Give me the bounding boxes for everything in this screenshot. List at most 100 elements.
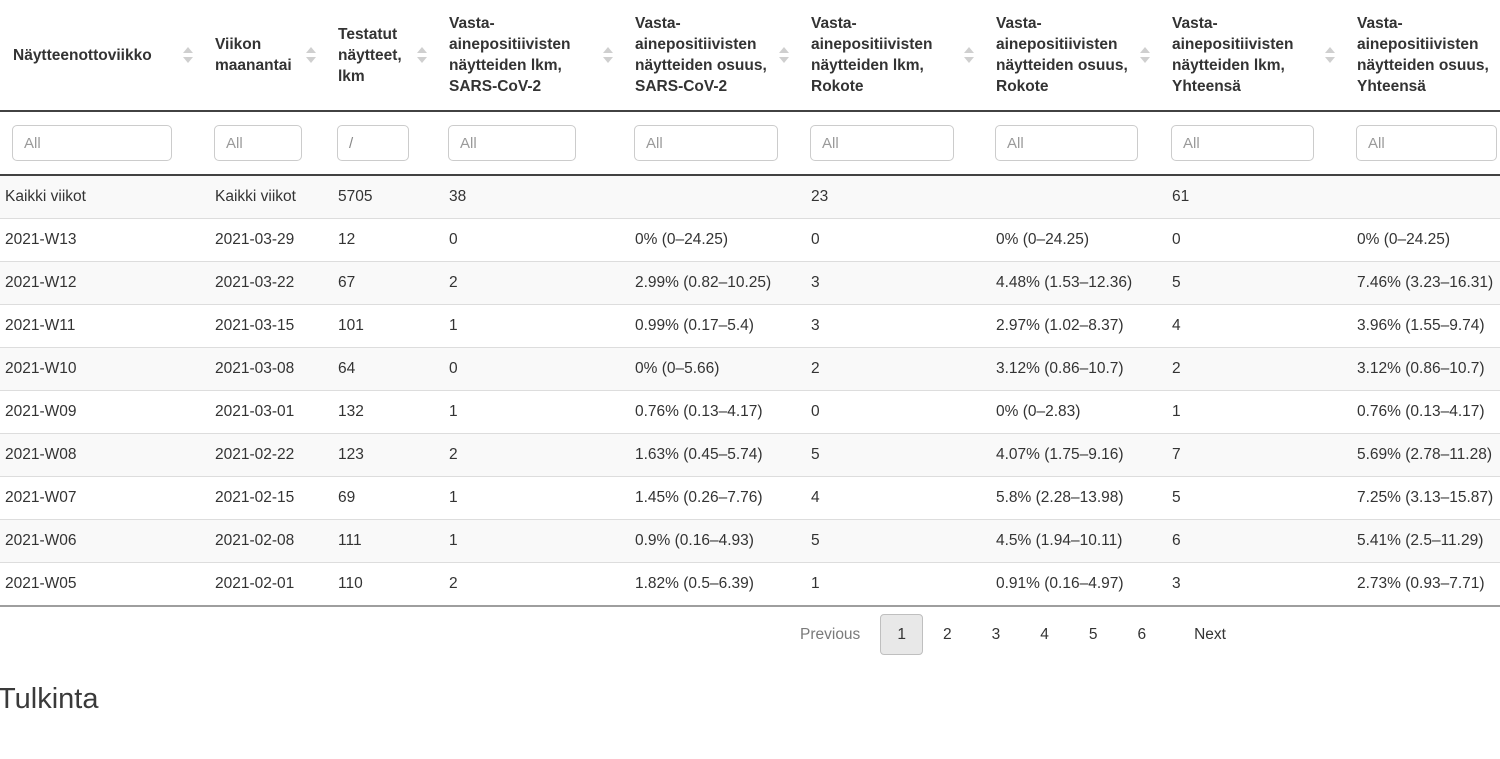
column-header-label: Näytteenottoviikko (13, 46, 152, 64)
table-cell: 0 (431, 347, 617, 391)
filter-input-positive-count-total[interactable] (1171, 125, 1314, 161)
column-header-label: Vasta-ainepositiivisten näytteiden osuus… (1357, 15, 1489, 95)
table-cell: 0% (0–24.25) (617, 218, 793, 262)
table-cell: 110 (320, 562, 431, 606)
pagination-page-3[interactable]: 3 (991, 626, 1001, 643)
sort-icon (306, 47, 316, 64)
table-cell (978, 175, 1154, 219)
table-row: 2021-W06 2021-02-08 111 1 0.9% (0.16–4.93) 5 4… (0, 519, 1500, 563)
pagination-page-1[interactable]: 1 (880, 614, 923, 655)
table-cell: 1 (1154, 390, 1339, 434)
table-cell: 3.96% (1.55–9.74) (1339, 304, 1500, 348)
table-cell: 61 (1172, 188, 1190, 205)
column-header-positive-share-sars[interactable]: Vasta-ainepositiivisten näytteiden osuus… (617, 0, 793, 112)
table-cell: 111 (320, 519, 431, 563)
pagination: Previous 1 2 3 4 5 6 Next (780, 614, 1500, 655)
filter-input-tested-samples[interactable] (337, 125, 409, 161)
column-header-positive-count-sars[interactable]: Vasta-ainepositiivisten näytteiden lkm, … (431, 0, 617, 112)
sort-icon (964, 47, 974, 64)
table-cell: 5 (1154, 476, 1339, 520)
sort-icon (1140, 47, 1150, 64)
table-cell: 1 (431, 304, 617, 348)
table-cell: 1.82% (0.5–6.39) (617, 562, 793, 606)
table-cell: 2021-W07 (0, 476, 197, 520)
pagination-next-button[interactable]: Next (1194, 626, 1226, 643)
table-row: 2021-W10 2021-03-08 64 0 0% (0–5.66) 2 3.12% (… (0, 347, 1500, 391)
table-cell: 0% (0–2.83) (978, 390, 1154, 434)
table-cell: 0 (793, 218, 978, 262)
column-header-label: Vasta-ainepositiivisten näytteiden lkm, … (449, 15, 571, 95)
header-row: Näytteenottoviikko Viikon maanantai Test… (0, 0, 1500, 112)
filter-input-positive-share-vaccine[interactable] (995, 125, 1138, 161)
table-cell: 7.46% (3.23–16.31) (1339, 261, 1500, 305)
table-cell: 2021-W08 (0, 433, 197, 477)
table-cell: 69 (320, 476, 431, 520)
column-header-positive-count-total[interactable]: Vasta-ainepositiivisten näytteiden lkm, … (1154, 0, 1339, 112)
table-cell: 2021-W13 (0, 218, 197, 262)
section-heading: Tulkinta (0, 683, 99, 715)
table-row: 2021-W09 2021-03-01 132 1 0.76% (0.13–4.17) 0… (0, 390, 1500, 434)
table-cell: 3.12% (0.86–10.7) (1339, 347, 1500, 391)
table-cell: 4.07% (1.75–9.16) (978, 433, 1154, 477)
pagination-page-2[interactable]: 2 (942, 626, 952, 643)
table-cell: 2021-02-08 (197, 519, 320, 563)
results-table: Näytteenottoviikko Viikon maanantai Test… (0, 0, 1500, 607)
table-cell (617, 175, 793, 219)
column-header-sampling-week[interactable]: Näytteenottoviikko (0, 0, 197, 112)
filter-row (0, 111, 1500, 176)
table-cell: 4.48% (1.53–12.36) (978, 261, 1154, 305)
table-cell: 2021-03-29 (197, 218, 320, 262)
column-header-week-monday[interactable]: Viikon maanantai (197, 0, 320, 112)
table-cell: 2 (793, 347, 978, 391)
table-cell: 0.91% (0.16–4.97) (978, 562, 1154, 606)
column-header-positive-share-vaccine[interactable]: Vasta-ainepositiivisten näytteiden osuus… (978, 0, 1154, 112)
table-cell: 5.69% (2.78–11.28) (1339, 433, 1500, 477)
table-cell: 2021-W05 (0, 562, 197, 606)
sort-icon (1325, 47, 1335, 64)
table-cell: 0% (0–5.66) (617, 347, 793, 391)
table-cell: 12 (320, 218, 431, 262)
pagination-page-4[interactable]: 4 (1040, 626, 1049, 643)
column-header-label: Vasta-ainepositiivisten näytteiden osuus… (635, 15, 767, 95)
table-cell: 1 (431, 519, 617, 563)
table-cell: 123 (320, 433, 431, 477)
table-cell: 0.99% (0.17–5.4) (617, 304, 793, 348)
table-cell: 4 (793, 476, 978, 520)
table-cell: 2 (431, 433, 617, 477)
table-cell: 2021-03-15 (197, 304, 320, 348)
table-cell: 0.76% (0.13–4.17) (617, 390, 793, 434)
pagination-page-6[interactable]: 6 (1137, 626, 1147, 643)
table-cell: 3.12% (0.86–10.7) (978, 347, 1154, 391)
table-cell: 3 (1154, 562, 1339, 606)
filter-input-positive-count-vaccine[interactable] (810, 125, 954, 161)
table-cell: 5 (793, 433, 978, 477)
table-cell: 2.97% (1.02–8.37) (978, 304, 1154, 348)
filter-input-positive-count-sars[interactable] (448, 125, 576, 161)
filter-input-week-monday[interactable] (214, 125, 302, 161)
filter-input-positive-share-total[interactable] (1356, 125, 1497, 161)
pagination-previous-button[interactable]: Previous (800, 626, 861, 643)
column-header-tested-samples[interactable]: Testatut näytteet, lkm (320, 0, 431, 112)
table-cell: 0 (793, 390, 978, 434)
table-cell: 2021-02-22 (197, 433, 320, 477)
table-cell: 2.73% (0.93–7.71) (1339, 562, 1500, 606)
table-cell: 2021-W11 (0, 304, 197, 348)
table-cell: 0% (0–24.25) (1339, 218, 1500, 262)
sort-icon (183, 47, 193, 64)
column-header-positive-count-vaccine[interactable]: Vasta-ainepositiivisten näytteiden lkm, … (793, 0, 978, 112)
table-cell: 23 (811, 188, 829, 205)
table-cell: 2 (431, 562, 617, 606)
table-cell: 0 (1154, 218, 1339, 262)
pagination-page-5[interactable]: 5 (1088, 626, 1098, 643)
table-row: 2021-W12 2021-03-22 67 2 2.99% (0.82–10.25) 3… (0, 261, 1500, 305)
table-cell: 7.25% (3.13–15.87) (1339, 476, 1500, 520)
table-cell: 0 (431, 218, 617, 262)
table-cell: 0% (0–24.25) (978, 218, 1154, 262)
table-cell: 5 (1154, 261, 1339, 305)
sort-icon (417, 47, 427, 64)
filter-input-positive-share-sars[interactable] (634, 125, 778, 161)
column-header-positive-share-total[interactable]: Vasta-ainepositiivisten näytteiden osuus… (1339, 0, 1500, 112)
table-cell: 38 (449, 188, 467, 205)
filter-input-sampling-week[interactable] (12, 125, 172, 161)
